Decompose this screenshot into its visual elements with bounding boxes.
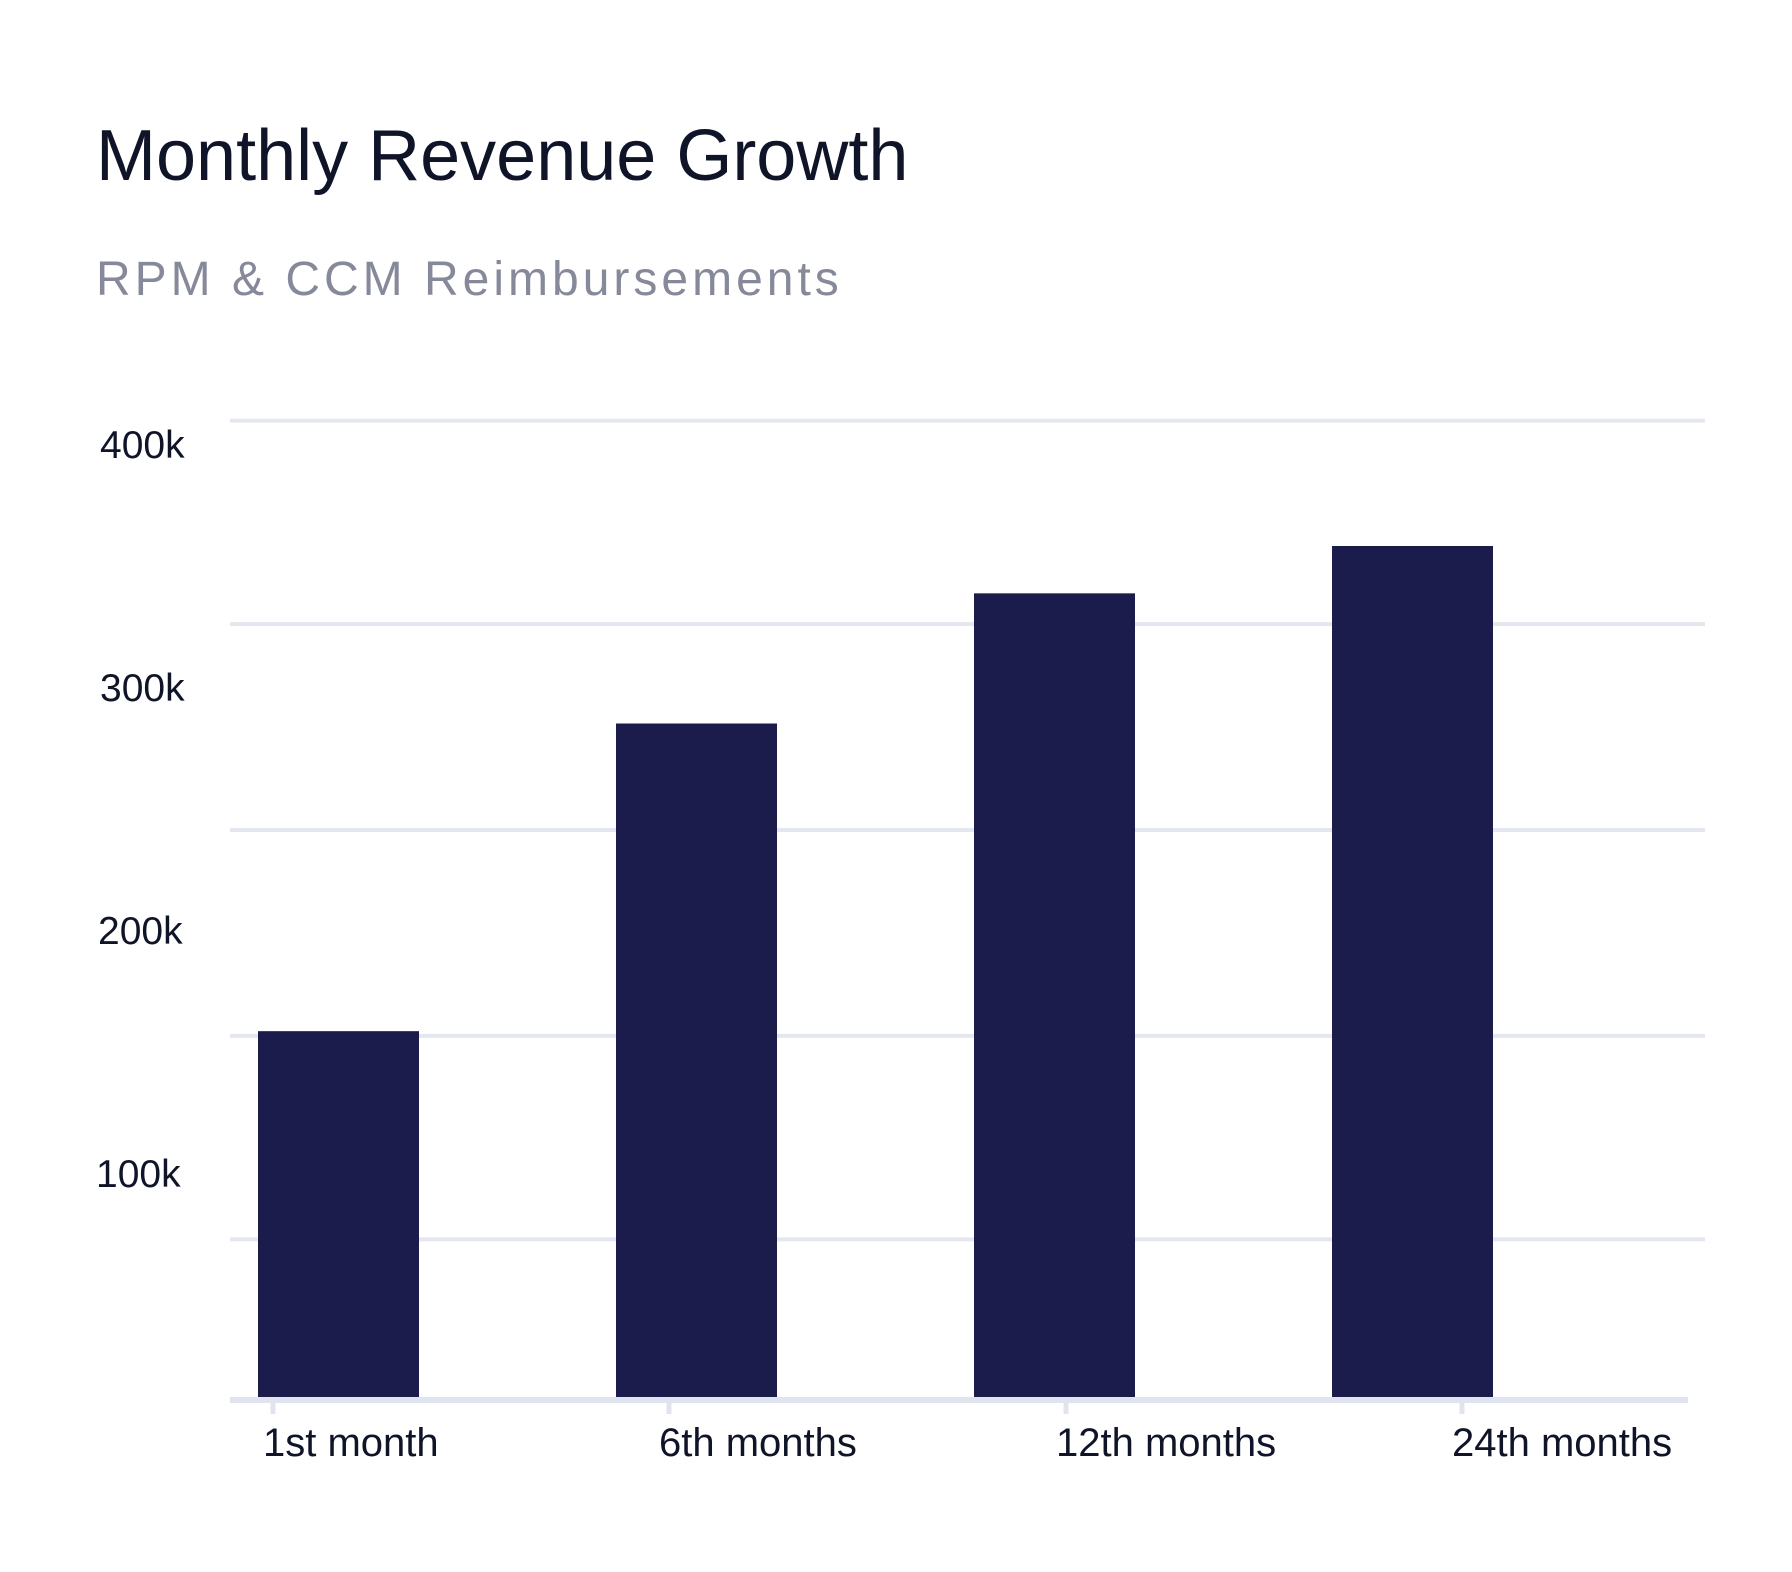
bar-1st-month	[258, 1031, 419, 1398]
x-tick-label: 12th months	[1056, 1421, 1276, 1465]
x-axis: 1st month 6th months 12th months 24th month…	[230, 1397, 1688, 1465]
y-tick-label: 300k	[100, 667, 185, 710]
x-tick-label: 24th months	[1452, 1421, 1672, 1465]
x-tick-label: 6th months	[659, 1421, 857, 1465]
y-tick-label: 200k	[98, 910, 183, 953]
y-tick-label: 400k	[100, 424, 185, 467]
y-tick-label: 100k	[96, 1153, 181, 1196]
bar-6th-months	[616, 723, 777, 1398]
bar-12th-months	[974, 593, 1135, 1398]
chart-title: Monthly Revenue Growth	[96, 116, 909, 196]
y-axis-tick-labels: 400k 300k 200k 100k	[96, 424, 185, 1196]
chart-subtitle: RPM & CCM Reimbursements	[96, 253, 843, 306]
bars	[258, 546, 1493, 1398]
bar-24th-months	[1332, 546, 1493, 1398]
x-tick-label: 1st month	[263, 1421, 439, 1465]
